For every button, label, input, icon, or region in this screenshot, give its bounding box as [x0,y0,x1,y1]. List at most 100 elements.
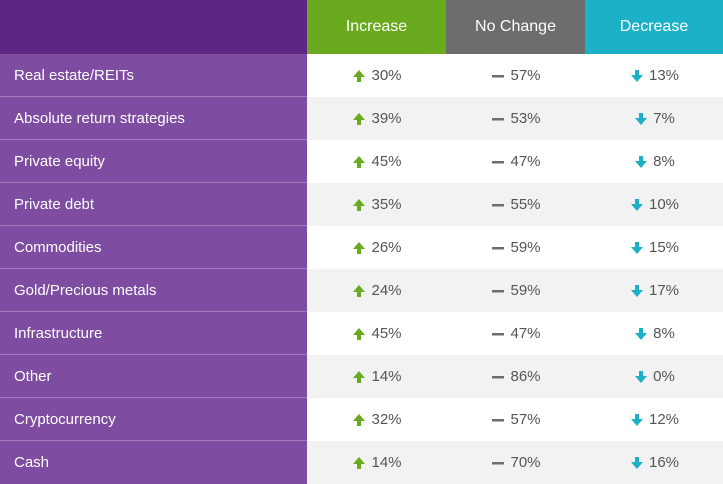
cell-value: 70% [510,454,541,471]
row-label: Real estate/REITs [0,54,307,97]
cell-decrease: 13% [585,54,723,97]
cell-value: 45% [371,325,402,342]
arrow-up-icon [351,326,367,342]
cell-increase: 45% [307,312,446,355]
cell-value: 14% [371,454,402,471]
row-label: Infrastructure [0,312,307,355]
arrow-down-icon [629,455,645,471]
dash-icon [490,197,506,213]
cell-value: 10% [648,196,680,213]
cell-decrease: 16% [585,441,723,484]
cell-value: 39% [371,110,402,127]
cell-value: 13% [648,67,680,84]
arrow-up-icon [351,455,367,471]
arrow-down-icon [633,326,649,342]
column-header-decrease: Decrease [585,0,723,54]
row-label: Absolute return strategies [0,97,307,140]
cell-no-change: 47% [446,140,585,183]
arrow-down-icon [633,369,649,385]
cell-no-change: 55% [446,183,585,226]
cell-value: 14% [371,368,402,385]
row-label: Private debt [0,183,307,226]
arrow-up-icon [351,154,367,170]
cell-value: 16% [648,454,680,471]
cell-value: 8% [653,153,675,170]
dash-icon [490,369,506,385]
cell-no-change: 59% [446,226,585,269]
cell-value: 8% [653,325,675,342]
table-row: Absolute return strategies 39% 53% 7% [0,97,723,140]
dash-icon [490,412,506,428]
arrow-up-icon [351,283,367,299]
arrow-up-icon [351,369,367,385]
row-label: Gold/Precious metals [0,269,307,312]
cell-no-change: 70% [446,441,585,484]
cell-value: 53% [510,110,541,127]
table-row: Cash 14% 70% 16% [0,441,723,484]
cell-value: 59% [510,282,541,299]
header-corner [0,0,307,54]
header-row: Increase No Change Decrease [0,0,723,54]
cell-no-change: 86% [446,355,585,398]
cell-no-change: 57% [446,398,585,441]
column-header-increase: Increase [307,0,446,54]
arrow-up-icon [351,412,367,428]
cell-no-change: 47% [446,312,585,355]
arrow-down-icon [629,240,645,256]
cell-decrease: 15% [585,226,723,269]
cell-no-change: 59% [446,269,585,312]
cell-increase: 35% [307,183,446,226]
column-header-no-change: No Change [446,0,585,54]
cell-increase: 45% [307,140,446,183]
dash-icon [490,326,506,342]
arrow-down-icon [633,111,649,127]
cell-value: 15% [648,239,680,256]
row-label: Cash [0,441,307,484]
cell-no-change: 57% [446,54,585,97]
table-row: Gold/Precious metals 24% 59% 17% [0,269,723,312]
cell-value: 57% [510,411,541,428]
arrow-down-icon [629,68,645,84]
arrow-down-icon [633,154,649,170]
table-row: Other 14% 86% 0% [0,355,723,398]
dash-icon [490,68,506,84]
row-label: Other [0,355,307,398]
row-label: Commodities [0,226,307,269]
cell-value: 0% [653,368,675,385]
cell-no-change: 53% [446,97,585,140]
table-row: Cryptocurrency 32% 57% 12% [0,398,723,441]
cell-increase: 14% [307,355,446,398]
arrow-up-icon [351,197,367,213]
dash-icon [490,240,506,256]
cell-decrease: 0% [585,355,723,398]
dash-icon [490,154,506,170]
cell-value: 57% [510,67,541,84]
dash-icon [490,455,506,471]
cell-value: 35% [371,196,402,213]
row-label: Private equity [0,140,307,183]
cell-increase: 26% [307,226,446,269]
cell-value: 24% [371,282,402,299]
cell-value: 26% [371,239,402,256]
table-row: Infrastructure 45% 47% 8% [0,312,723,355]
arrow-down-icon [629,283,645,299]
table-row: Commodities 26% 59% 15% [0,226,723,269]
dash-icon [490,283,506,299]
table-row: Real estate/REITs 30% 57% 13% [0,54,723,97]
table-row: Private debt 35% 55% 10% [0,183,723,226]
arrow-down-icon [629,412,645,428]
arrow-up-icon [351,68,367,84]
cell-value: 59% [510,239,541,256]
arrow-up-icon [351,111,367,127]
cell-increase: 32% [307,398,446,441]
cell-value: 7% [653,110,675,127]
cell-value: 47% [510,153,541,170]
cell-increase: 24% [307,269,446,312]
cell-decrease: 10% [585,183,723,226]
cell-value: 12% [648,411,680,428]
cell-decrease: 7% [585,97,723,140]
cell-decrease: 8% [585,140,723,183]
cell-value: 32% [371,411,402,428]
cell-value: 30% [371,67,402,84]
